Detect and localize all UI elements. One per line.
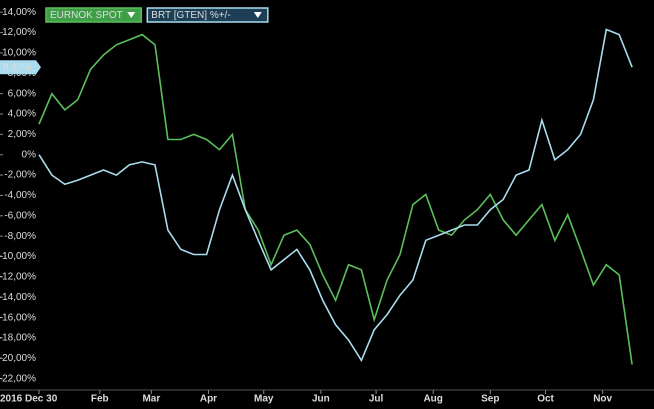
x-tick-label: Oct [537,394,554,405]
y-tick-label: 10,00% [2,48,36,59]
x-tick-label: Apr [200,394,217,405]
legend-box [146,7,269,23]
y-tick-label: -16,00% [0,312,36,323]
series-line [38,28,633,363]
last-value-label: 8,60% [3,62,31,73]
x-tick-label: Jul [369,394,384,405]
x-tick-label: Jun [312,394,330,405]
y-tick-label: -8,00% [4,231,36,242]
x-tick-label: Nov [593,394,612,405]
y-tick-label: -10,00% [0,251,36,262]
series-line [38,33,633,365]
legend-label: BRT [GTEN] %+/- [151,10,230,21]
x-tick-label: Mar [142,394,160,405]
legend-dropdown [253,12,262,18]
y-tick-label: -2,00% [4,170,36,181]
x-tick-label: Feb [91,394,109,405]
legend-box [45,7,143,23]
x-tick-label: 2016 Dec 30 [0,394,58,405]
y-tick-label: 0% [22,149,37,160]
y-tick-label: -4,00% [4,190,36,201]
legend-dropdown [127,12,136,18]
y-tick-label: -18,00% [0,333,36,344]
y-tick-label: 2,00% [8,129,36,140]
y-tick-label: 4,00% [8,109,36,120]
legend-label: EURNOK SPOT [50,10,123,21]
y-tick-label: 14,00% [2,7,36,18]
y-tick-label: -6,00% [4,210,36,221]
x-tick-label: May [254,394,274,405]
y-tick-label: -12,00% [0,272,36,283]
last-value-tag [0,60,41,75]
y-tick-label: 6,00% [8,88,36,99]
legend-item[interactable]: EURNOK SPOT [45,7,143,23]
y-tick-label: -14,00% [0,292,36,303]
y-tick-label: 12,00% [2,27,36,38]
y-tick-label: -20,00% [0,353,36,364]
x-tick-label: Sep [481,394,499,405]
legend-item[interactable]: BRT [GTEN] %+/- [146,7,269,23]
y-tick-label: -22,00% [0,373,36,384]
x-tick-label: Aug [423,394,442,405]
